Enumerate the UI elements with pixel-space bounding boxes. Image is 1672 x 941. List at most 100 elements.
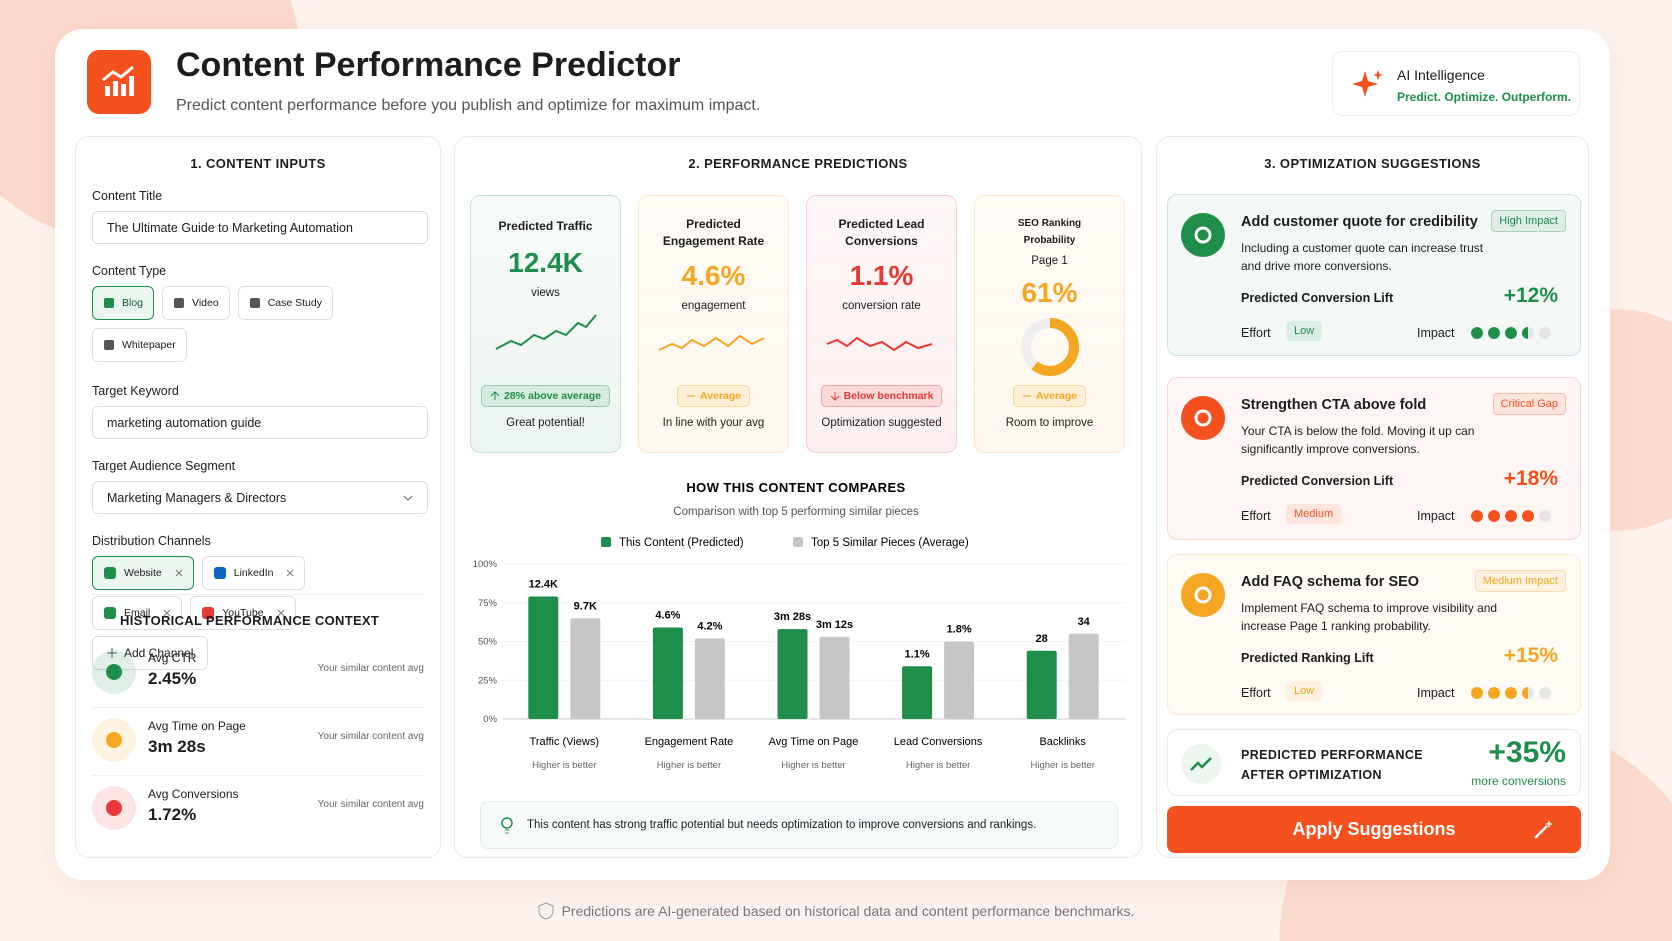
field-label: Content Title bbox=[92, 189, 163, 203]
card-title: Predicted Traffic bbox=[498, 219, 593, 233]
icon-part bbox=[1190, 757, 1212, 771]
bar-label: 4.2% bbox=[697, 620, 722, 632]
type-label: Case Study bbox=[267, 297, 322, 309]
card-value: 4.6% bbox=[681, 260, 746, 291]
prediction-card: Predicted Lead Conversions 1.1% conversion… bbox=[806, 195, 957, 453]
impact-dot-fill bbox=[1488, 687, 1500, 699]
icon-part bbox=[249, 298, 260, 308]
add-channel[interactable]: Add Channel bbox=[92, 636, 209, 670]
card-value: 1.1% bbox=[849, 260, 914, 291]
channel-label: Website bbox=[124, 567, 162, 579]
footer-text: Predictions are AI-generated based on hi… bbox=[561, 903, 1135, 919]
channel-chip[interactable]: YouTube bbox=[190, 596, 296, 630]
trend-label: 28% above average bbox=[504, 390, 601, 402]
type-option[interactable]: Whitepaper bbox=[92, 328, 187, 362]
suggestion-card: Add customer quote for credibility High I… bbox=[1167, 194, 1581, 356]
channel-label: YouTube bbox=[222, 607, 264, 619]
suggestion-desc: Including a customer quote can increase … bbox=[1241, 241, 1484, 273]
history-item: Avg Time on Page 3m 28s Your similar conte… bbox=[92, 708, 424, 776]
icon bbox=[490, 391, 500, 401]
y-tick-label: 100% bbox=[473, 559, 498, 570]
icon-part bbox=[202, 607, 215, 619]
audience-select[interactable]: Marketing Managers & Directors bbox=[92, 481, 428, 514]
icon bbox=[173, 297, 185, 309]
badge-title: AI Intelligence bbox=[1397, 67, 1485, 83]
lift-label: Predicted Conversion Lift bbox=[1241, 291, 1394, 305]
suggestion-desc: Your CTA is below the fold. Moving it up… bbox=[1241, 424, 1475, 456]
impact-dot-fill bbox=[1488, 327, 1500, 339]
type-label: Whitepaper bbox=[122, 339, 176, 351]
legend-label: Top 5 Similar Pieces (Average) bbox=[811, 537, 969, 549]
chart-subtitle: Comparison with top 5 performing similar… bbox=[673, 506, 919, 518]
bar-label: 28 bbox=[1036, 633, 1048, 645]
bar bbox=[528, 596, 559, 719]
icon-part bbox=[538, 902, 554, 920]
lift-label: Predicted Ranking Lift bbox=[1241, 651, 1374, 665]
type-label: Blog bbox=[122, 297, 144, 309]
card-value: 61% bbox=[1021, 277, 1078, 308]
card-title: Predicted Lead Conversions bbox=[838, 217, 925, 248]
badge-wrap: Average bbox=[639, 385, 788, 407]
icon-part bbox=[249, 298, 260, 308]
icon-part bbox=[658, 334, 764, 351]
icon bbox=[103, 606, 117, 620]
keyword-input[interactable]: marketing automation guide bbox=[92, 406, 428, 439]
icon-part bbox=[1534, 825, 1548, 839]
channel-chip[interactable]: LinkedIn bbox=[201, 556, 306, 590]
card-title: Predicted Engagement Rate bbox=[662, 217, 765, 248]
history-heading: HISTORICAL PERFORMANCE CONTEXT bbox=[120, 613, 380, 628]
icon bbox=[213, 566, 227, 580]
summary-value: +35% bbox=[1488, 736, 1566, 769]
bar-label: 9.7K bbox=[574, 600, 597, 612]
icon-part bbox=[163, 609, 171, 617]
bar bbox=[777, 629, 808, 719]
bar-label: 3m 12s bbox=[816, 619, 853, 631]
comparison-chart: HOW THIS CONTENT COMPARES Comparison with… bbox=[473, 480, 1125, 771]
channel-chip[interactable]: Email bbox=[92, 596, 183, 630]
apply-button[interactable]: Apply Suggestions bbox=[1167, 806, 1581, 853]
chart-title: HOW THIS CONTENT COMPARES bbox=[686, 480, 905, 495]
trend-badge: Average bbox=[676, 385, 751, 407]
icon bbox=[1193, 225, 1213, 245]
icon-part bbox=[106, 800, 122, 816]
title-input-value: The Ultimate Guide to Marketing Automati… bbox=[107, 220, 353, 235]
prediction-card: Predicted Engagement Rate 4.6% engagement A… bbox=[638, 195, 789, 453]
prediction-card: SEO Ranking Probability Page 1 61% Average R… bbox=[974, 195, 1125, 453]
icon-part bbox=[830, 392, 839, 401]
trend-label: Below benchmark bbox=[843, 390, 934, 402]
legend-swatch bbox=[793, 537, 803, 547]
icon-part bbox=[106, 732, 122, 748]
impact-dots bbox=[1471, 687, 1551, 699]
channel-chip[interactable]: Website bbox=[92, 556, 194, 590]
icon-part bbox=[277, 609, 284, 617]
predictions-panel: 2. PERFORMANCE PREDICTIONS Predicted Traf… bbox=[454, 136, 1142, 858]
title: Content Performance Predictor bbox=[176, 46, 681, 84]
icon-part bbox=[1194, 409, 1212, 427]
card-subtitle: Page 1 bbox=[1031, 255, 1068, 267]
icon-part bbox=[104, 607, 116, 619]
suggestion-tag: Critical Gap bbox=[1492, 393, 1566, 415]
bar bbox=[819, 636, 850, 719]
icon-part bbox=[104, 340, 114, 350]
keyword-input-value: marketing automation guide bbox=[107, 415, 262, 430]
card-unit: views bbox=[531, 287, 560, 299]
trend-badge: 28% above average bbox=[481, 385, 610, 407]
impact-label: Impact bbox=[1417, 686, 1455, 700]
card-note: Room to improve bbox=[1005, 417, 1094, 429]
field-label: Content Type bbox=[92, 264, 167, 278]
icon-part bbox=[113, 81, 118, 96]
title-input[interactable]: The Ultimate Guide to Marketing Automati… bbox=[92, 211, 428, 244]
type-option[interactable]: Blog bbox=[92, 286, 155, 320]
x-tick-label: Avg Time on Page bbox=[769, 736, 859, 748]
type-option[interactable]: Case Study bbox=[237, 286, 333, 320]
suggestions-panel: 3. OPTIMIZATION SUGGESTIONS Add customer … bbox=[1156, 136, 1589, 858]
trend-label: Average bbox=[1035, 390, 1078, 402]
type-option[interactable]: Video bbox=[162, 286, 230, 320]
x-tick-note: Higher is better bbox=[657, 760, 721, 771]
bar bbox=[570, 618, 601, 719]
history-icon bbox=[92, 718, 136, 762]
icon-part bbox=[104, 567, 116, 579]
trend-badge: Average bbox=[1012, 385, 1087, 407]
card-value: 12.4K bbox=[508, 247, 583, 278]
